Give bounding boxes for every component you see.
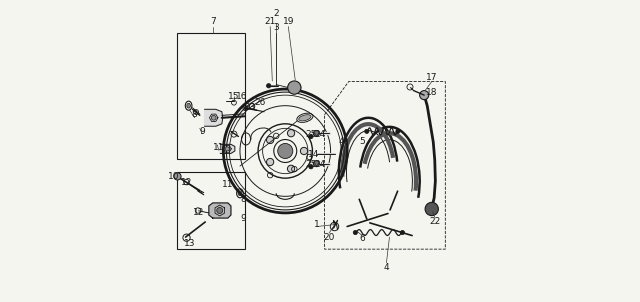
Text: 5: 5 — [360, 137, 365, 146]
Circle shape — [287, 130, 294, 137]
Bar — [177, 33, 244, 159]
Text: 1: 1 — [314, 220, 320, 230]
Text: 12: 12 — [181, 178, 192, 187]
Circle shape — [353, 230, 358, 235]
Text: 11: 11 — [222, 180, 234, 189]
Text: 14: 14 — [308, 149, 319, 159]
Circle shape — [211, 115, 216, 120]
Text: 24: 24 — [314, 160, 326, 169]
Text: 3: 3 — [273, 23, 279, 32]
Text: 11: 11 — [213, 143, 225, 153]
Circle shape — [300, 147, 308, 155]
Circle shape — [266, 137, 274, 144]
Text: 8: 8 — [240, 195, 246, 204]
Circle shape — [309, 134, 313, 139]
Circle shape — [278, 143, 293, 159]
Text: 19: 19 — [282, 17, 294, 26]
Circle shape — [314, 161, 319, 167]
Text: 9: 9 — [199, 127, 205, 136]
Text: 10: 10 — [168, 172, 179, 181]
Circle shape — [420, 91, 429, 100]
Text: 22: 22 — [429, 217, 440, 226]
Text: 21: 21 — [264, 17, 276, 26]
Circle shape — [309, 165, 313, 169]
Text: 20: 20 — [323, 233, 335, 242]
Polygon shape — [220, 144, 235, 153]
Text: 9: 9 — [240, 214, 246, 223]
Text: 17: 17 — [426, 72, 438, 82]
Text: 8: 8 — [192, 110, 198, 119]
Text: 16: 16 — [236, 92, 247, 101]
Ellipse shape — [238, 191, 242, 196]
Text: 6: 6 — [360, 234, 365, 243]
Circle shape — [266, 84, 271, 88]
Ellipse shape — [299, 115, 311, 121]
Circle shape — [287, 165, 294, 172]
Circle shape — [365, 129, 369, 133]
Text: 13: 13 — [184, 239, 196, 248]
Circle shape — [401, 230, 404, 235]
Circle shape — [314, 130, 319, 137]
Circle shape — [266, 158, 274, 165]
Circle shape — [244, 107, 246, 109]
Text: 25: 25 — [305, 130, 317, 139]
Circle shape — [288, 81, 301, 94]
Text: 25: 25 — [305, 160, 317, 169]
Text: 4: 4 — [383, 263, 389, 272]
Text: 23: 23 — [245, 103, 256, 112]
Polygon shape — [205, 109, 223, 126]
Circle shape — [425, 202, 438, 216]
Text: 2: 2 — [273, 9, 279, 18]
Ellipse shape — [187, 103, 191, 108]
Polygon shape — [209, 203, 231, 218]
Circle shape — [396, 129, 400, 133]
Text: 12: 12 — [193, 208, 204, 217]
Text: 15: 15 — [228, 92, 240, 101]
Circle shape — [174, 173, 181, 180]
Text: 26: 26 — [255, 98, 266, 107]
Bar — [177, 172, 244, 249]
Text: 7: 7 — [210, 17, 216, 26]
Text: 18: 18 — [426, 88, 438, 97]
Circle shape — [217, 207, 223, 214]
Text: 4: 4 — [339, 137, 344, 146]
Text: 24: 24 — [314, 130, 326, 139]
Circle shape — [225, 147, 229, 151]
